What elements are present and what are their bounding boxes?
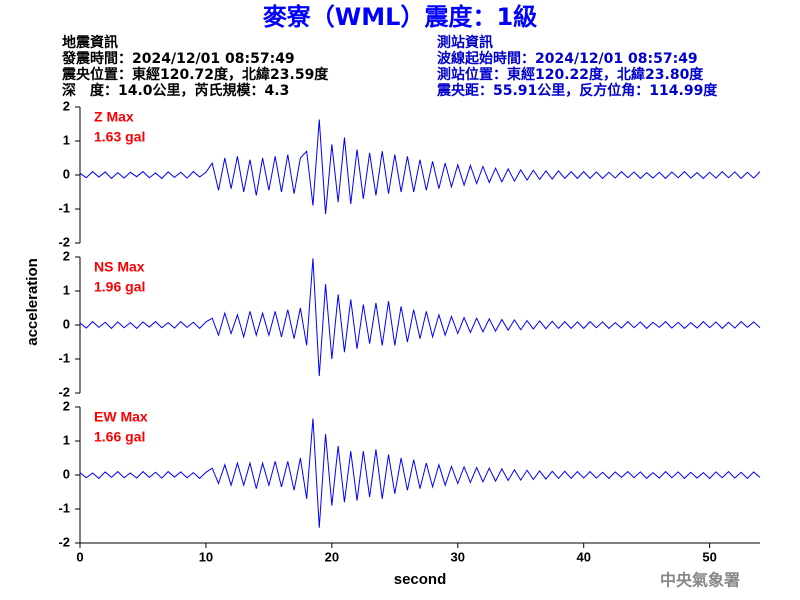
waveform <box>79 418 761 528</box>
y-tick-label: 1 <box>63 132 70 147</box>
y-tick-label: -1 <box>58 350 70 365</box>
y-axis-label: acceleration <box>24 258 41 346</box>
x-tick-label: 10 <box>199 549 213 564</box>
waveform <box>79 258 761 377</box>
y-tick-label: 0 <box>63 166 70 181</box>
station-line: 測站位置：東經120.22度，北緯23.80度 <box>437 66 704 83</box>
quake-heading: 地震資訊 <box>62 34 118 51</box>
y-tick-label: 1 <box>63 432 70 447</box>
x-tick-label: 20 <box>325 549 339 564</box>
y-tick-label: 2 <box>63 98 70 113</box>
y-tick-label: -1 <box>58 200 70 215</box>
max-label: 1.96 gal <box>94 279 145 295</box>
y-tick-label: -1 <box>58 500 70 515</box>
y-tick-label: -2 <box>58 534 70 549</box>
station-line: 波線起始時間：2024/12/01 08:57:49 <box>437 50 698 67</box>
y-tick-label: 1 <box>63 282 70 297</box>
max-label: 1.63 gal <box>94 129 145 145</box>
y-tick-label: 2 <box>63 248 70 263</box>
x-tick-label: 30 <box>451 549 465 564</box>
quake-line: 震央位置：東經120.72度，北緯23.59度 <box>61 66 329 83</box>
y-tick-label: 0 <box>63 316 70 331</box>
quake-line: 發震時間：2024/12/01 08:57:49 <box>61 50 295 67</box>
x-axis-label: second <box>394 571 447 588</box>
component-label: EW Max <box>94 409 148 425</box>
station-heading: 測站資訊 <box>437 34 493 51</box>
chart-title: 麥寮（WML）震度：1級 <box>262 3 537 31</box>
x-tick-label: 40 <box>576 549 590 564</box>
y-tick-label: -2 <box>58 234 70 249</box>
max-label: 1.66 gal <box>94 429 145 445</box>
x-tick-label: 0 <box>76 549 83 564</box>
y-tick-label: 0 <box>63 466 70 481</box>
component-label: Z Max <box>94 109 134 125</box>
quake-line: 深 度：14.0公里，芮氏規模：4.3 <box>62 82 289 99</box>
agency: 中央氣象署 <box>660 571 740 590</box>
station-line: 震央距：55.91公里，反方位角：114.99度 <box>436 82 718 99</box>
waveform <box>79 119 761 215</box>
y-tick-label: -2 <box>58 384 70 399</box>
y-tick-label: 2 <box>63 398 70 413</box>
x-tick-label: 50 <box>702 549 716 564</box>
component-label: NS Max <box>94 259 145 275</box>
